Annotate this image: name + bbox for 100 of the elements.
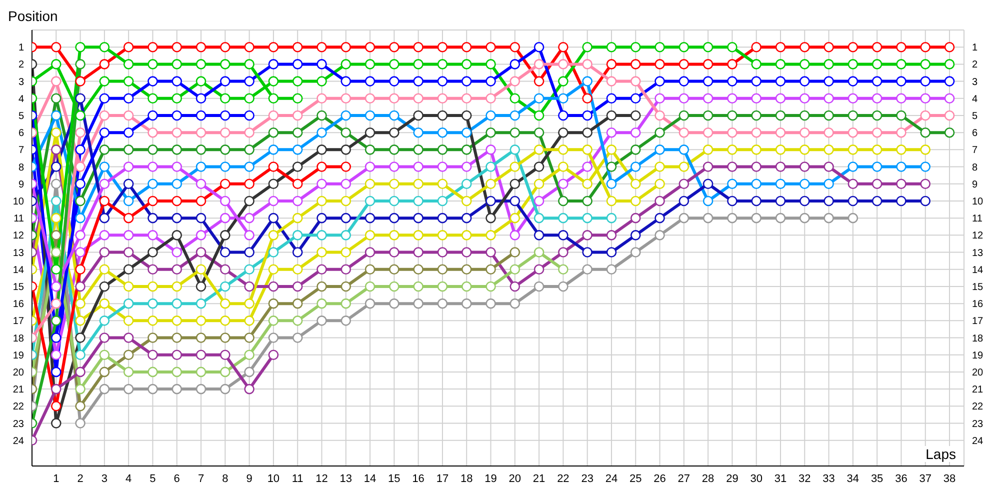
point	[582, 212, 592, 224]
point	[50, 366, 62, 378]
point	[558, 42, 568, 52]
point	[437, 162, 448, 172]
point	[751, 76, 762, 86]
point	[437, 127, 448, 138]
point	[702, 59, 714, 70]
point	[123, 281, 134, 292]
point	[244, 366, 254, 378]
point	[510, 76, 520, 86]
point	[292, 212, 303, 224]
point	[389, 127, 400, 138]
point	[606, 212, 617, 224]
point	[558, 59, 568, 70]
point	[630, 59, 641, 70]
point	[340, 212, 352, 224]
point	[606, 127, 617, 138]
point	[196, 264, 206, 275]
point	[630, 196, 641, 206]
point	[148, 162, 158, 172]
point	[727, 162, 738, 172]
point	[630, 247, 641, 258]
point	[50, 110, 62, 121]
point	[896, 93, 906, 104]
point	[220, 76, 230, 86]
point	[486, 110, 496, 121]
point	[75, 93, 86, 104]
point	[558, 110, 568, 121]
x-tick-label: 17	[436, 472, 449, 485]
y2-tick-label: 8	[972, 162, 978, 174]
point	[75, 59, 86, 70]
point	[292, 332, 303, 343]
point	[799, 93, 810, 104]
point	[824, 127, 834, 138]
point	[461, 76, 472, 86]
point	[413, 93, 424, 104]
point	[389, 93, 400, 104]
point	[148, 59, 158, 70]
point	[220, 316, 230, 326]
y2-tick-label: 18	[972, 333, 984, 344]
point	[340, 162, 352, 172]
point	[389, 230, 400, 240]
point	[630, 212, 641, 224]
point	[510, 93, 520, 104]
point	[340, 144, 352, 155]
point	[316, 76, 327, 86]
y2-tick-label: 20	[972, 368, 984, 379]
point	[292, 281, 303, 292]
point	[510, 127, 520, 138]
point	[340, 127, 352, 138]
point	[220, 144, 230, 155]
point	[123, 212, 134, 224]
point	[292, 76, 303, 86]
point	[364, 76, 376, 86]
y2-tick-label: 11	[972, 214, 983, 225]
point	[461, 212, 472, 224]
point	[268, 212, 279, 224]
point	[727, 212, 738, 224]
y2-tick-label: 23	[972, 418, 984, 430]
point	[799, 162, 810, 172]
point	[99, 178, 110, 190]
point	[268, 316, 279, 326]
point	[606, 76, 617, 86]
point	[558, 93, 568, 104]
point	[872, 76, 882, 86]
point	[389, 42, 400, 52]
y2-tick-label: 19	[972, 350, 984, 362]
point	[534, 230, 544, 240]
point	[268, 127, 279, 138]
point	[799, 76, 810, 86]
y2-tick-label: 15	[972, 282, 984, 294]
point	[534, 42, 544, 52]
point	[340, 76, 352, 86]
point	[461, 162, 472, 172]
point	[824, 59, 834, 70]
point	[413, 196, 424, 206]
point	[340, 281, 352, 292]
point	[340, 196, 352, 206]
point	[292, 93, 303, 104]
point	[534, 264, 544, 275]
y2-tick-label: 1	[972, 42, 978, 54]
point	[413, 76, 424, 86]
point	[99, 366, 110, 378]
point	[775, 144, 786, 155]
x-tick-label: 14	[364, 472, 376, 485]
point	[172, 144, 182, 155]
point	[244, 298, 254, 309]
point	[268, 59, 279, 70]
point	[196, 384, 206, 394]
point	[75, 366, 86, 378]
point	[148, 316, 158, 326]
point	[123, 298, 134, 309]
point	[268, 144, 279, 155]
point	[920, 127, 931, 138]
point	[99, 332, 110, 343]
point	[558, 212, 568, 224]
y-tick-label: 13	[12, 248, 24, 259]
point	[172, 332, 182, 343]
point	[244, 350, 254, 360]
point	[606, 93, 617, 104]
